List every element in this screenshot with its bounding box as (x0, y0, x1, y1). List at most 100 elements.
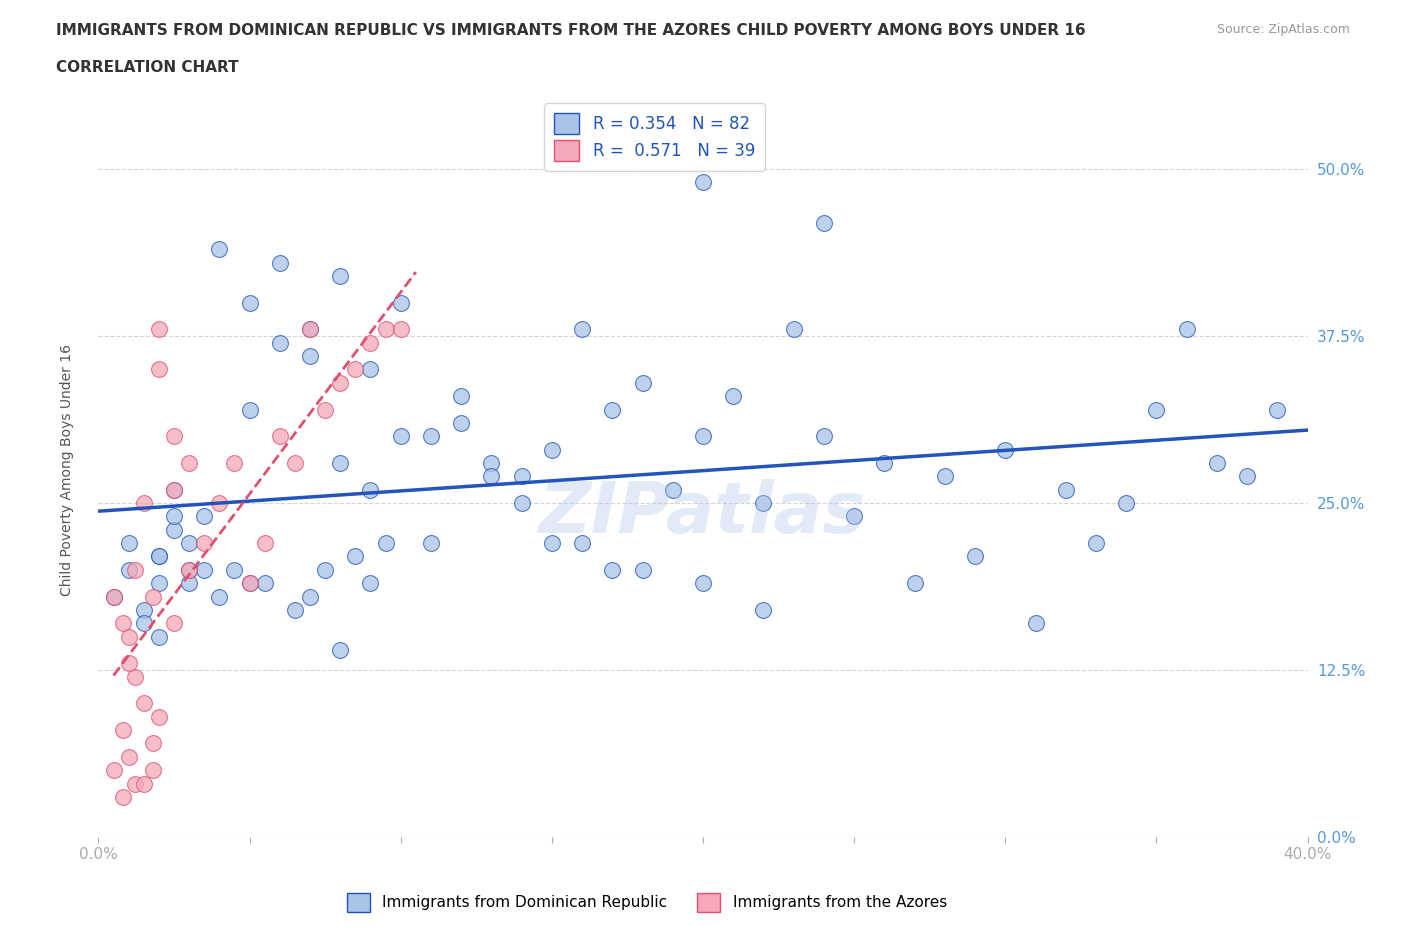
Point (450, 416, 472, 431)
Point (631, 563, 654, 578)
Point (344, 549, 367, 564)
Point (179, 536, 201, 551)
Point (904, 576, 927, 591)
Point (1236, 469, 1258, 484)
Point (813, 429, 835, 444)
Point (752, 603, 775, 618)
Point (111, 616, 134, 631)
Point (132, 616, 155, 631)
Point (723, 389, 745, 404)
Point (299, 322, 322, 337)
Point (481, 469, 503, 484)
Point (163, 483, 186, 498)
Point (692, 175, 714, 190)
Point (163, 509, 186, 524)
Point (420, 536, 443, 551)
Point (193, 509, 215, 524)
Point (132, 777, 155, 791)
Point (118, 750, 141, 764)
Point (314, 563, 336, 578)
Point (132, 496, 155, 511)
Point (239, 402, 262, 417)
Point (360, 362, 382, 377)
Point (208, 242, 231, 257)
Point (540, 536, 562, 551)
Point (163, 616, 186, 631)
Legend: Immigrants from Dominican Republic, Immigrants from the Azores: Immigrants from Dominican Republic, Immi… (340, 887, 953, 918)
Point (124, 563, 146, 578)
Point (374, 322, 396, 337)
Point (752, 496, 775, 511)
Point (132, 603, 155, 618)
Point (299, 349, 322, 364)
Point (148, 549, 170, 564)
Text: CORRELATION CHART: CORRELATION CHART (56, 60, 239, 75)
Point (118, 536, 141, 551)
Point (103, 589, 125, 604)
Point (631, 376, 654, 391)
Point (142, 763, 165, 777)
Point (692, 429, 714, 444)
Point (965, 549, 987, 564)
Point (481, 456, 503, 471)
Point (269, 429, 291, 444)
Text: IMMIGRANTS FROM DOMINICAN REPUBLIC VS IMMIGRANTS FROM THE AZORES CHILD POVERTY A: IMMIGRANTS FROM DOMINICAN REPUBLIC VS IM… (56, 23, 1085, 38)
Point (360, 576, 382, 591)
Point (179, 456, 201, 471)
Point (344, 362, 367, 377)
Point (148, 710, 170, 724)
Point (873, 456, 896, 471)
Point (253, 536, 276, 551)
Point (813, 215, 835, 230)
Point (329, 643, 352, 658)
Point (389, 429, 412, 444)
Point (510, 496, 533, 511)
Point (124, 670, 146, 684)
Text: ZIPatlas: ZIPatlas (540, 479, 866, 548)
Point (1144, 402, 1167, 417)
Point (389, 322, 412, 337)
Point (163, 429, 186, 444)
Point (239, 295, 262, 310)
Point (269, 336, 291, 351)
Point (111, 723, 134, 737)
Point (148, 362, 170, 377)
Point (284, 456, 307, 471)
Point (193, 536, 215, 551)
Point (299, 589, 322, 604)
Point (1206, 456, 1229, 471)
Point (360, 483, 382, 498)
Point (1024, 616, 1046, 631)
Point (1267, 402, 1289, 417)
Point (142, 589, 165, 604)
Point (329, 456, 352, 471)
Text: Source: ZipAtlas.com: Source: ZipAtlas.com (1216, 23, 1350, 36)
Point (163, 483, 186, 498)
Point (142, 736, 165, 751)
Point (571, 536, 593, 551)
Point (103, 589, 125, 604)
Y-axis label: Child Poverty Among Boys Under 16: Child Poverty Among Boys Under 16 (60, 344, 75, 595)
Point (224, 563, 246, 578)
Point (1085, 536, 1108, 551)
Point (179, 576, 201, 591)
Point (179, 563, 201, 578)
Point (111, 790, 134, 804)
Point (602, 402, 624, 417)
Point (934, 469, 956, 484)
Point (329, 269, 352, 284)
Point (314, 402, 336, 417)
Point (510, 469, 533, 484)
Point (994, 442, 1017, 457)
Point (118, 563, 141, 578)
Point (329, 376, 352, 391)
Point (163, 523, 186, 538)
Point (148, 630, 170, 644)
Point (844, 509, 866, 524)
Point (602, 563, 624, 578)
Point (1115, 496, 1137, 511)
Point (299, 322, 322, 337)
Point (239, 576, 262, 591)
Point (571, 322, 593, 337)
Point (360, 336, 382, 351)
